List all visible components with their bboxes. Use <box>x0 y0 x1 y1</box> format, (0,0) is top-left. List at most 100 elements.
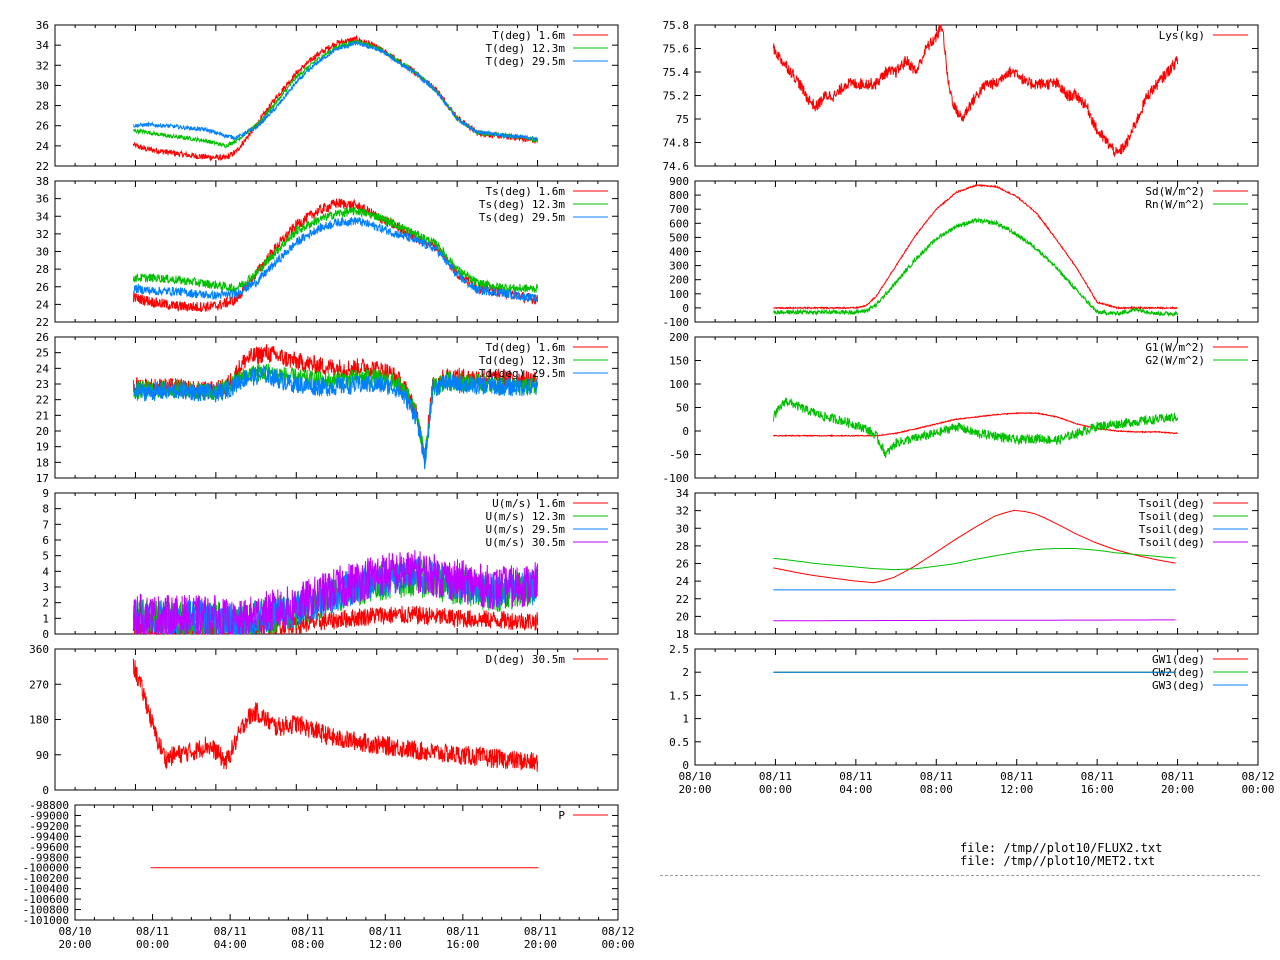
xtick-label-date: 08/11 <box>1000 770 1033 783</box>
legend-label: T(deg) 29.5m <box>486 55 566 68</box>
legend-label: Rn(W/m^2) <box>1145 198 1205 211</box>
xtick-label-date: 08/11 <box>369 925 402 938</box>
xtick-label-date: 08/12 <box>601 925 634 938</box>
ytick-label: 22 <box>36 394 49 407</box>
panel-frame-P <box>74 804 619 921</box>
legend-label: Tsoil(deg) <box>1139 510 1205 523</box>
ytick-label: 500 <box>669 231 689 244</box>
ytick-label: 8 <box>42 503 49 516</box>
xtick-label-time: 12:00 <box>1000 783 1033 796</box>
ytick-label: 30 <box>36 246 49 259</box>
xtick-label-time: 04:00 <box>839 783 872 796</box>
xtick-label-time: 00:00 <box>759 783 792 796</box>
legend-label: Tsoil(deg) <box>1139 497 1205 510</box>
ytick-label: 34 <box>36 210 50 223</box>
ytick-label: 75.2 <box>663 90 690 103</box>
ytick-label: -101000 <box>23 914 69 927</box>
ytick-label: 300 <box>669 260 689 273</box>
legend-label: GW1(deg) <box>1152 653 1205 666</box>
ytick-label: 17 <box>36 472 49 485</box>
xtick-label-time: 12:00 <box>369 938 402 951</box>
ytick-label: -100200 <box>23 872 69 885</box>
xtick-label-date: 08/11 <box>524 925 557 938</box>
legend-label: G2(W/m^2) <box>1145 354 1205 367</box>
ytick-label: 26 <box>676 558 689 571</box>
legend-label: Td(deg) 12.3m <box>479 354 565 367</box>
ytick-label: -99200 <box>29 820 69 833</box>
xtick-label-date: 08/11 <box>214 925 247 938</box>
xtick-label-time: 20:00 <box>524 938 557 951</box>
legend-label: Td(deg) 1.6m <box>486 341 566 354</box>
legend-label: GW3(deg) <box>1152 679 1205 692</box>
legend-label: G1(W/m^2) <box>1145 341 1205 354</box>
ytick-label: 5 <box>42 550 49 563</box>
ytick-label: 1 <box>42 612 49 625</box>
series-line <box>773 411 1179 438</box>
series-line <box>132 550 539 636</box>
ytick-label: 36 <box>36 19 49 32</box>
ytick-label: 150 <box>669 355 689 368</box>
file-line-met: file: /tmp//plot10/MET2.txt <box>960 854 1156 868</box>
legend-label: U(m/s) 30.5m <box>486 536 566 549</box>
ytick-label: 38 <box>36 175 49 188</box>
xtick-label-date: 08/11 <box>1161 770 1194 783</box>
ytick-label: 200 <box>669 274 689 287</box>
ytick-label: 100 <box>669 288 689 301</box>
ytick-label: -100400 <box>23 883 69 896</box>
ytick-label: 18 <box>676 628 689 641</box>
legend-label: P <box>558 809 565 822</box>
ytick-label: 24 <box>36 140 50 153</box>
ytick-label: 6 <box>42 534 49 547</box>
ytick-label: 270 <box>29 678 49 691</box>
ytick-label: 3 <box>42 581 49 594</box>
xtick-label-time: 20:00 <box>58 938 91 951</box>
ytick-label: -100600 <box>23 893 69 906</box>
legend-label: U(m/s) 12.3m <box>486 510 566 523</box>
ytick-label: 75.8 <box>663 19 690 32</box>
ytick-label: 2 <box>42 597 49 610</box>
ytick-label: 32 <box>36 228 49 241</box>
ytick-label: 24 <box>676 575 690 588</box>
ytick-label: 2 <box>682 666 689 679</box>
series-line <box>773 509 1176 584</box>
divider-line <box>660 875 1260 876</box>
file-list: file: /tmp//plot10/FLUX2.txt file: /tmp//… <box>960 842 1162 868</box>
legend-label: U(m/s) 29.5m <box>486 523 566 536</box>
ytick-label: 9 <box>42 487 49 500</box>
ytick-label: 1.5 <box>669 689 689 702</box>
ytick-label: 600 <box>669 217 689 230</box>
legend-label: GW2(deg) <box>1152 666 1205 679</box>
series-line <box>772 397 1179 458</box>
ytick-label: 25 <box>36 347 49 360</box>
ytick-label: 26 <box>36 331 49 344</box>
ytick-label: 24 <box>36 298 50 311</box>
ytick-label: 24 <box>36 362 50 375</box>
ytick-label: 21 <box>36 409 49 422</box>
legend-label: Td(deg) 29.5m <box>479 367 565 380</box>
ytick-label: 20 <box>36 425 49 438</box>
ytick-label: 28 <box>676 540 689 553</box>
xtick-label-date: 08/11 <box>1081 770 1114 783</box>
ytick-label: 23 <box>36 378 49 391</box>
ytick-label: 75.4 <box>663 66 690 79</box>
xtick-label-date: 08/11 <box>136 925 169 938</box>
ytick-label: 28 <box>36 100 49 113</box>
ytick-label: 4 <box>42 565 49 578</box>
ytick-label: 1 <box>682 713 689 726</box>
ytick-label: 90 <box>36 749 49 762</box>
ytick-label: 36 <box>36 193 49 206</box>
ytick-label: 20 <box>676 610 689 623</box>
series-line <box>772 24 1179 158</box>
xtick-label-time: 08:00 <box>291 938 324 951</box>
ytick-label: 19 <box>36 441 49 454</box>
xtick-label-date: 08/12 <box>1241 770 1274 783</box>
xtick-label-time: 16:00 <box>1081 783 1114 796</box>
panel-frame-Td <box>54 336 619 479</box>
legend-label: U(m/s) 1.6m <box>492 497 565 510</box>
xtick-label-date: 08/11 <box>291 925 324 938</box>
ytick-label: 360 <box>29 643 49 656</box>
ytick-label: 26 <box>36 281 49 294</box>
ytick-label: 0 <box>42 784 49 797</box>
file-line-flux: file: /tmp//plot10/FLUX2.txt <box>960 841 1163 855</box>
ytick-label: 400 <box>669 246 689 259</box>
